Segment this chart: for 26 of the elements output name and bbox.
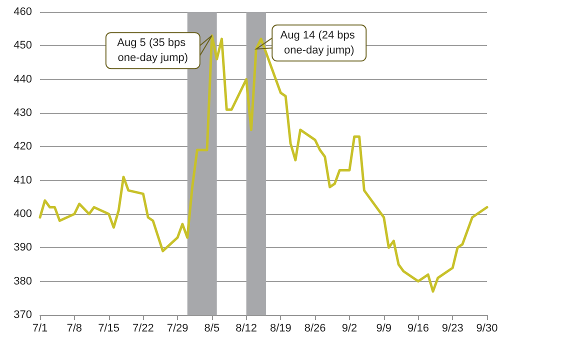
- x-tick-label: 7/15: [98, 322, 120, 334]
- x-tick-label: 9/23: [442, 322, 464, 334]
- x-tick-label: 9/2: [342, 322, 358, 334]
- x-tick-label: 8/19: [270, 322, 292, 334]
- x-tick-label: 7/8: [66, 322, 82, 334]
- x-tick-label: 8/26: [304, 322, 326, 334]
- x-tick-label: 8/5: [204, 322, 220, 334]
- x-tick-label: 7/1: [32, 322, 48, 334]
- x-tick-label: 8/12: [236, 322, 258, 334]
- annotation: Aug 14 (24 bps one-day jump): [280, 30, 358, 57]
- y-tick-label: 410: [14, 174, 32, 186]
- x-tick-label: 9/9: [376, 322, 392, 334]
- x-tick-label: 7/29: [166, 322, 188, 334]
- y-tick-label: 390: [14, 242, 32, 254]
- annotation: Aug 5 (35 bps one-day jump): [117, 37, 189, 64]
- y-tick-label: 430: [14, 107, 32, 119]
- x-tick-label: 9/30: [476, 322, 498, 334]
- y-tick-label: 440: [14, 73, 32, 86]
- y-tick-label: 370: [14, 309, 32, 321]
- y-tick-label: 380: [14, 275, 32, 288]
- y-tick-label: 420: [14, 140, 32, 153]
- y-tick-label: 460: [14, 6, 32, 18]
- y-tick-label: 400: [14, 208, 32, 220]
- y-tick-label: 450: [14, 40, 32, 52]
- x-tick-label: 9/16: [408, 322, 429, 334]
- x-tick-label: 7/22: [132, 322, 154, 334]
